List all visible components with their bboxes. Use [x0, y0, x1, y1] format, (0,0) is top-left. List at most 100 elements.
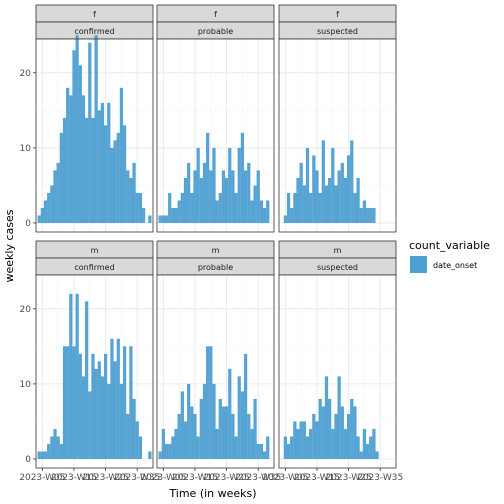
bar — [206, 346, 210, 459]
bar — [158, 215, 162, 223]
bar — [343, 428, 348, 459]
bar — [168, 443, 172, 459]
bar — [362, 428, 367, 459]
bar — [290, 436, 294, 459]
bar — [174, 207, 178, 223]
x-tick-label: 2023-W35 — [235, 473, 281, 483]
y-tick-label: 0 — [25, 455, 31, 465]
bar — [126, 413, 130, 459]
bar — [243, 170, 248, 223]
bar — [215, 200, 219, 223]
bar — [113, 140, 117, 223]
bar — [365, 207, 370, 223]
bar — [215, 428, 219, 459]
bar — [321, 140, 325, 223]
bar — [78, 353, 82, 459]
bar — [305, 436, 310, 459]
bar — [286, 443, 291, 459]
bar — [247, 162, 251, 223]
bar — [196, 436, 200, 459]
bar — [372, 207, 376, 223]
bar — [85, 117, 89, 223]
bar — [296, 177, 300, 223]
bar — [66, 346, 70, 459]
bar — [69, 293, 73, 459]
x-tick-label: 2023-W25 — [82, 473, 128, 483]
bar — [129, 346, 133, 459]
bar — [302, 421, 306, 459]
bar — [94, 368, 98, 459]
bar — [81, 95, 86, 223]
strip-row-label: f — [336, 10, 339, 19]
bar — [365, 443, 370, 459]
bar — [353, 192, 357, 223]
y-tick-label: 10 — [20, 144, 32, 154]
facet-panels: f confirmed 0 10 20 f probable f suspected m confi… — [19, 4, 403, 483]
bar — [218, 192, 222, 223]
strip-row-label: m — [91, 246, 99, 255]
bar — [168, 192, 172, 223]
y-axis-title: weekly cases — [3, 209, 16, 282]
bar — [110, 338, 114, 459]
y-tick-label: 0 — [25, 219, 31, 229]
bar — [221, 170, 226, 223]
bar — [81, 376, 86, 459]
bar — [340, 406, 344, 459]
bar — [250, 200, 254, 223]
bar — [296, 428, 300, 459]
bar — [196, 147, 200, 223]
bar — [221, 406, 226, 459]
bar — [209, 346, 213, 459]
x-tick-label: 2023-W15 — [294, 473, 340, 483]
bar — [110, 147, 114, 223]
bar — [293, 421, 297, 459]
bar — [346, 155, 351, 223]
bar — [40, 451, 45, 459]
bar — [50, 436, 54, 459]
facet-f-confirmed: f confirmed 0 10 20 — [20, 4, 154, 233]
bar — [305, 147, 310, 223]
x-tick-label: 2023-W25 — [325, 473, 371, 483]
panel-border — [35, 38, 154, 233]
strip-col-label: probable — [198, 263, 233, 272]
bar — [174, 428, 178, 459]
bar — [47, 192, 51, 223]
bar — [66, 87, 70, 223]
bar — [228, 368, 232, 459]
bar — [116, 132, 120, 223]
bar — [334, 413, 338, 459]
bar — [293, 192, 297, 223]
bar — [47, 443, 51, 459]
bar — [346, 413, 351, 459]
bar — [103, 125, 108, 223]
bar — [240, 132, 245, 223]
bar — [107, 102, 111, 223]
bar — [88, 391, 92, 459]
bar — [312, 413, 316, 459]
panel-border — [278, 274, 397, 469]
bar — [228, 147, 232, 223]
bar — [328, 398, 332, 459]
bar — [321, 406, 325, 459]
bar — [132, 398, 136, 459]
legend-key-date-onset — [410, 256, 427, 273]
bar — [50, 185, 54, 223]
bar — [224, 177, 229, 223]
bar — [209, 170, 213, 223]
facet-m-confirmed: m confirmed 0 10 20 2023-W052023-W152023-W252… — [19, 240, 160, 483]
bar — [309, 192, 313, 223]
bar — [187, 383, 191, 459]
bar — [362, 200, 367, 223]
bar — [69, 95, 73, 223]
bar — [91, 117, 95, 223]
facet-m-suspected: m suspected 2023-W052023-W152023-W252023-W… — [262, 240, 403, 483]
bar — [75, 35, 79, 223]
panel-border — [156, 274, 275, 469]
strip-col-label: suspected — [317, 27, 358, 36]
facet-f-suspected: f suspected — [278, 4, 397, 233]
bar — [88, 42, 92, 223]
bar — [177, 413, 181, 459]
bar — [356, 177, 360, 223]
bar — [212, 383, 216, 459]
bar — [250, 428, 254, 459]
